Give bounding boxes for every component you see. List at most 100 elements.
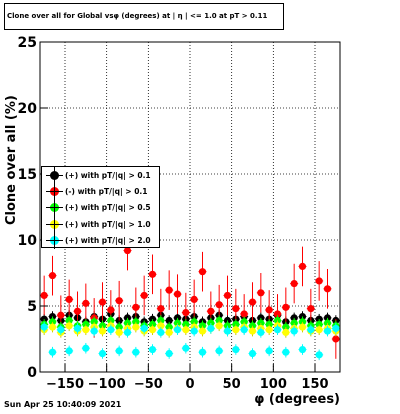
- data-point: [182, 309, 190, 317]
- data-point: [215, 301, 223, 309]
- legend-marker: [46, 166, 63, 184]
- y-tick-label: 0: [27, 365, 37, 381]
- legend-entry: (-) with pT/|q| > 0.1: [42, 183, 159, 201]
- data-point: [48, 272, 57, 280]
- data-point: [132, 303, 140, 311]
- data-point: [265, 347, 273, 355]
- data-point: [148, 270, 157, 278]
- data-point: [323, 327, 332, 335]
- data-point: [98, 298, 107, 306]
- data-point: [232, 326, 240, 334]
- data-point: [157, 322, 165, 330]
- data-point: [248, 327, 257, 335]
- legend: (+) with pT/|q| > 0.1 (-) with pT/|q| > 0…: [41, 166, 160, 250]
- data-point: [73, 307, 82, 315]
- data-point: [82, 344, 90, 352]
- x-axis-label: φ (degrees): [254, 392, 340, 407]
- data-point: [148, 326, 157, 334]
- x-tick-label: −150: [46, 377, 84, 392]
- data-point: [40, 291, 48, 300]
- data-point: [165, 349, 173, 358]
- data-point: [332, 335, 340, 343]
- data-point: [282, 328, 290, 336]
- legend-label: (+) with pT/|q| > 1.0: [65, 219, 151, 229]
- data-point: [65, 322, 73, 330]
- data-point: [73, 324, 82, 333]
- data-point: [298, 262, 307, 270]
- y-tick-label: 25: [18, 35, 37, 51]
- y-tick-label: 5: [27, 299, 37, 315]
- data-point: [315, 326, 323, 334]
- data-point: [240, 310, 248, 318]
- legend-marker: [46, 215, 63, 233]
- legend-marker: [46, 183, 63, 201]
- data-point: [57, 311, 65, 319]
- data-point: [282, 303, 290, 311]
- data-point: [82, 326, 90, 334]
- data-point: [57, 326, 65, 334]
- data-markers: [40, 230, 340, 361]
- y-axis-ticks: 0 5 10 15 20 25: [18, 35, 48, 381]
- chart-title: Clone over all for Global vsφ (degrees) …: [4, 3, 284, 30]
- x-tick-label: −50: [134, 377, 163, 392]
- data-point: [223, 327, 232, 335]
- data-point: [165, 286, 173, 294]
- legend-entry: (+) with pT/|q| > 1.0: [42, 215, 159, 233]
- x-tick-label: −100: [88, 377, 126, 392]
- data-point: [165, 316, 173, 325]
- data-point: [182, 326, 190, 334]
- data-point: [307, 326, 315, 334]
- data-point: [290, 279, 298, 288]
- data-point: [223, 291, 232, 300]
- data-point: [215, 347, 223, 355]
- data-point: [265, 306, 273, 314]
- legend-label: (-) with pT/|q| > 0.1: [65, 187, 148, 197]
- data-point: [282, 348, 290, 356]
- data-point: [48, 323, 57, 331]
- data-point: [240, 326, 248, 334]
- data-point: [140, 324, 148, 333]
- data-point: [98, 327, 107, 335]
- data-point: [190, 295, 198, 303]
- x-tick-label: 0: [185, 377, 194, 392]
- data-point: [248, 349, 257, 358]
- data-point: [115, 347, 123, 355]
- data-point: [257, 328, 265, 336]
- x-tick-label: 50: [223, 377, 241, 392]
- data-point: [232, 305, 240, 313]
- y-tick-label: 15: [18, 167, 37, 183]
- y-axis-label: Clone over all (%): [4, 95, 19, 225]
- data-point: [215, 322, 223, 330]
- data-point: [198, 268, 207, 276]
- legend-label: (+) with pT/|q| > 0.1: [65, 170, 151, 180]
- data-point: [298, 345, 307, 354]
- data-point: [290, 327, 298, 335]
- x-axis-ticks: −150 −100 −50 0 50 100 150: [46, 364, 329, 392]
- x-tick-label: 100: [260, 377, 287, 392]
- data-point: [140, 291, 148, 300]
- x-tick-label: 150: [301, 377, 328, 392]
- data-point: [298, 323, 307, 331]
- data-point: [48, 348, 57, 356]
- data-point: [315, 351, 323, 359]
- legend-entry: (+) with pT/|q| > 0.1: [42, 166, 159, 184]
- data-point: [257, 289, 265, 297]
- data-point: [82, 299, 90, 307]
- data-point: [107, 326, 115, 334]
- data-point: [207, 307, 215, 315]
- data-point: [182, 344, 190, 352]
- data-point: [115, 328, 123, 336]
- y-tick-label: 20: [18, 101, 38, 117]
- legend-marker: [46, 232, 63, 250]
- data-point: [232, 345, 240, 354]
- y-tick-label: 10: [18, 233, 38, 249]
- data-point: [40, 323, 48, 331]
- data-point: [123, 328, 132, 336]
- timestamp: Sun Apr 25 10:40:09 2021: [4, 400, 122, 409]
- data-point: [165, 328, 173, 336]
- data-point: [132, 323, 140, 331]
- data-point: [198, 327, 207, 335]
- data-point: [65, 347, 73, 355]
- data-point: [198, 348, 207, 356]
- data-point: [132, 348, 140, 356]
